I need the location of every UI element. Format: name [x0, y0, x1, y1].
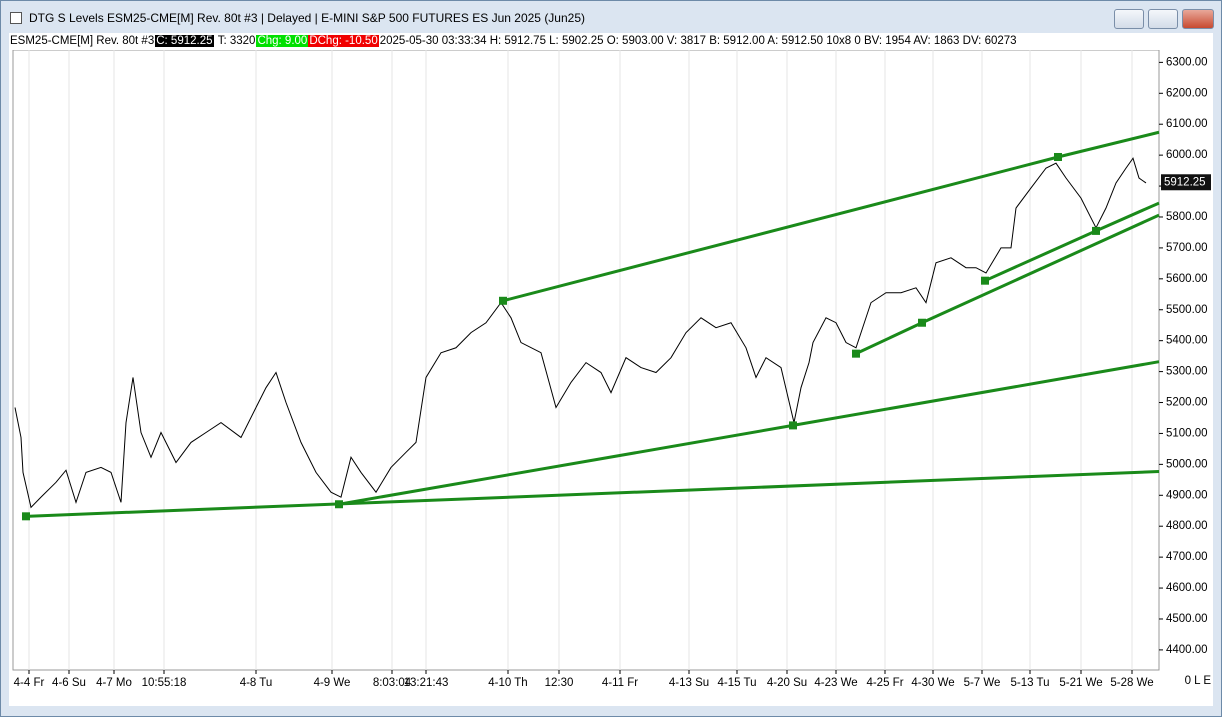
x-tick-label: 4-8 Tu: [240, 677, 273, 689]
x-tick-label: 4-13 Su: [669, 677, 709, 689]
close-button[interactable]: [1182, 9, 1214, 29]
change: Chg: 9.00: [256, 35, 309, 47]
status: 0 L E: [1184, 675, 1211, 687]
y-tick-label: 4400.00: [1166, 644, 1208, 656]
x-tick-label: 4-20 Su: [767, 677, 807, 689]
y-tick-label: 4800.00: [1166, 520, 1208, 532]
trendline-anchor: [981, 276, 989, 285]
y-tick-label: 5100.00: [1166, 427, 1208, 439]
x-tick-label: 5-7 We: [964, 677, 1001, 689]
minimize-button[interactable]: [1114, 9, 1144, 29]
trendline-anchor: [1054, 152, 1062, 161]
y-tick-label: 6100.00: [1166, 118, 1208, 130]
y-tick-label: 5400.00: [1166, 335, 1208, 347]
y-tick-label: 4700.00: [1166, 551, 1208, 563]
x-tick-label: 4-9 We: [314, 677, 351, 689]
y-tick-label: 4900.00: [1166, 489, 1208, 501]
title-bar: DTG S Levels ESM25-CME[M] Rev. 80t #3 | …: [1, 1, 1221, 31]
maximize-button[interactable]: [1148, 9, 1178, 29]
x-tick-label: 13:21:43: [404, 677, 449, 689]
x-tick-label: 5-13 Tu: [1011, 677, 1050, 689]
x-tick-label: 4-6 Su: [52, 677, 86, 689]
x-tick-label: 5-21 We: [1059, 677, 1102, 689]
price-line: [14, 157, 1147, 509]
x-tick-label: 4-11 Fr: [602, 677, 638, 689]
y-tick-label: 5300.00: [1166, 366, 1208, 378]
y-tick-label: 4600.00: [1166, 582, 1208, 594]
trendline-anchor: [22, 512, 30, 521]
plot-frame: [12, 50, 1160, 671]
window-icon: [10, 12, 22, 24]
x-tick-label: 8:03:04: [373, 677, 412, 689]
y-tick-label: 6300.00: [1166, 56, 1208, 68]
x-tick-label: 4-25 Fr: [866, 677, 903, 689]
x-tick-label: 4-10 Th: [488, 677, 527, 689]
symbol: ESM25-CME[M] Rev. 80t #3: [10, 35, 155, 47]
trendline-anchor: [335, 500, 343, 509]
y-tick-label: 5800.00: [1166, 211, 1208, 223]
last-price-box: [1161, 174, 1211, 191]
close: C: 5912.25: [155, 35, 214, 47]
details: 2025-05-30 03:33:34 H: 5912.75 L: 5902.2…: [379, 35, 1017, 47]
y-tick-label: 6000.00: [1166, 149, 1208, 161]
trendline-anchor: [918, 318, 926, 327]
x-tick-label: 10:55:18: [142, 677, 187, 689]
y-tick-label: 5500.00: [1166, 304, 1208, 316]
trendline: [338, 360, 1160, 506]
trendline-anchor: [789, 421, 797, 430]
trendline-anchor: [852, 349, 860, 358]
y-tick-label: 5200.00: [1166, 397, 1208, 409]
trendline-anchor: [499, 296, 507, 305]
window-title: DTG S Levels ESM25-CME[M] Rev. 80t #3 | …: [29, 11, 586, 25]
x-tick-label: 4-23 We: [814, 677, 857, 689]
y-tick-label: 5000.00: [1166, 458, 1208, 470]
x-tick-label: 12:30: [545, 677, 574, 689]
x-tick-label: 4-15 Tu: [718, 677, 757, 689]
ticks: T: 3320: [217, 35, 256, 47]
x-tick-label: 5-28 We: [1110, 677, 1153, 689]
trendline: [984, 201, 1160, 283]
trendline: [25, 469, 1160, 518]
trendline-anchor: [1092, 226, 1100, 235]
y-tick-label: 6200.00: [1166, 87, 1208, 99]
y-tick-label: 5700.00: [1166, 242, 1208, 254]
last-price-label: 5912.25: [1164, 176, 1206, 188]
daily-change: DChg: -10.50: [308, 35, 379, 47]
chart: 4-4 Fr 4-6 Su 4-7 Mo 10:55:18 4-8 Tu 4-9 We 8:…: [9, 50, 1213, 706]
y-tick-label: 5600.00: [1166, 273, 1208, 285]
x-tick-label: 4-7 Mo: [96, 677, 132, 689]
x-tick-label: 4-30 We: [911, 677, 954, 689]
y-tick-label: 4500.00: [1166, 613, 1208, 625]
trendline: [855, 213, 1160, 356]
info-bar: ESM25-CME[M] Rev. 80t #3 C: 5912.25 T: 33…: [9, 33, 1213, 50]
x-tick-label: 4-4 Fr: [14, 677, 45, 689]
